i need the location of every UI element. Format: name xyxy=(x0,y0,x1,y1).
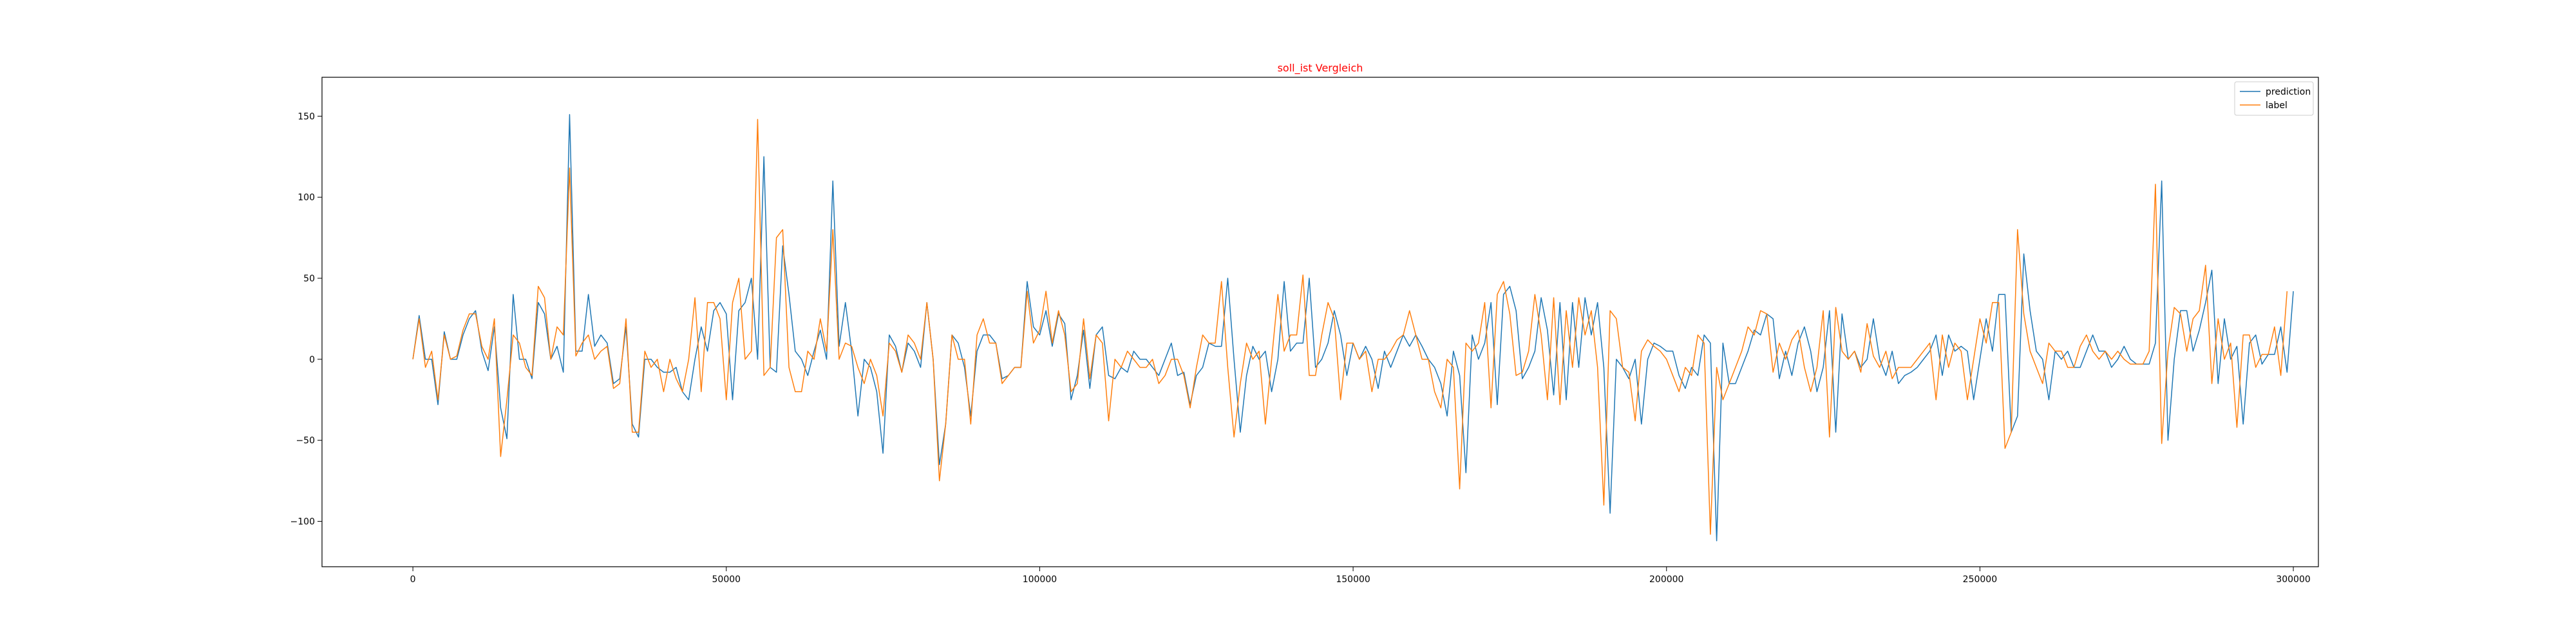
x-tick-label: 200000 xyxy=(1649,574,1683,585)
x-tick-label: 250000 xyxy=(1963,574,1997,585)
x-tick-label: 50000 xyxy=(712,574,741,585)
y-tick-label: −100 xyxy=(290,517,315,527)
axes-frame xyxy=(321,77,2319,567)
y-tick-label: 100 xyxy=(298,193,315,203)
x-tick-label: 150000 xyxy=(1336,574,1370,585)
y-tick-label: 50 xyxy=(303,274,315,284)
plot-area: 0 50000 100000 150000 200000 250000 300000 −100… xyxy=(290,77,2319,585)
x-tick-label: 300000 xyxy=(2276,574,2310,585)
y-tick-label: −50 xyxy=(296,436,315,446)
y-tick-label: 150 xyxy=(298,111,315,122)
series-line-label xyxy=(412,118,2288,535)
y-tick-label: 0 xyxy=(309,355,315,365)
legend-label-prediction: prediction xyxy=(2266,87,2311,97)
x-tick-label: 0 xyxy=(410,574,416,585)
x-tick-label: 100000 xyxy=(1023,574,1057,585)
chart-title: soll_ist Vergleich xyxy=(1278,62,1363,75)
legend-box xyxy=(2234,81,2314,116)
legend: prediction label xyxy=(2234,81,2314,116)
legend-label-label: label xyxy=(2266,100,2287,111)
